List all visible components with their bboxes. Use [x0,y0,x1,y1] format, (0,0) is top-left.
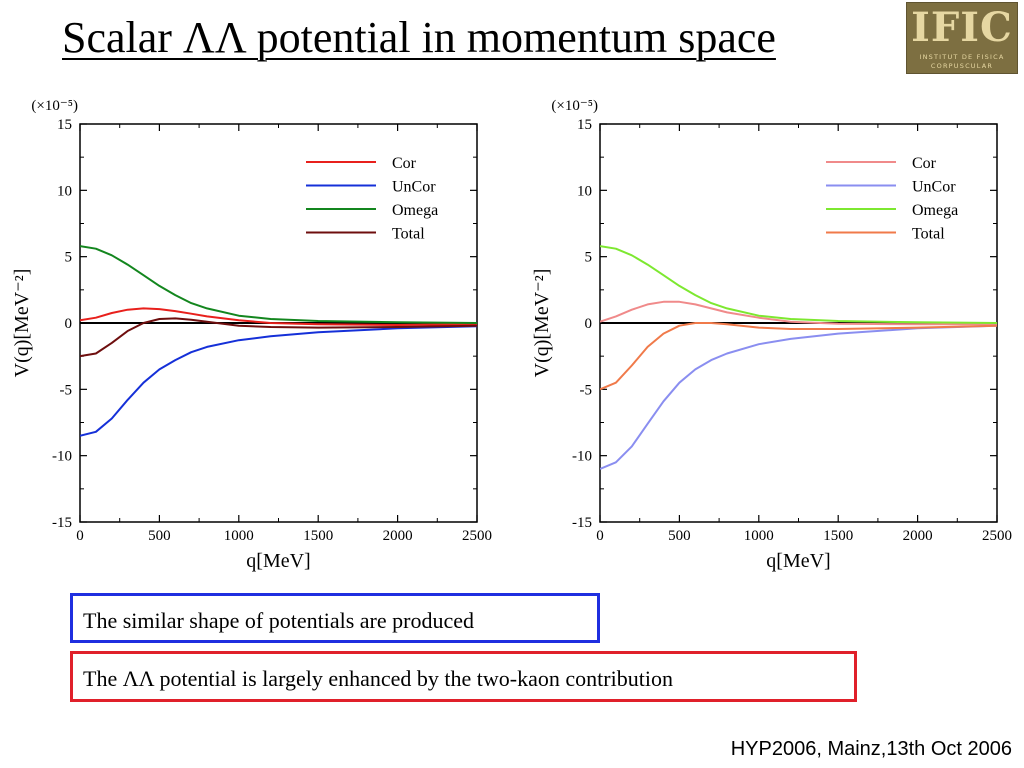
potential-chart-right: 0 500 1000 1500 2000 2500 15 10 5 0 -5 -10 -15 Cor UnC… [531,98,1012,572]
series-line-uncor [600,324,997,470]
x-tick-label: 0 [76,528,84,544]
series-line-omega [600,245,997,324]
x-tick-label: 2000 [383,528,413,544]
slide-title: Scalar ΛΛ potential in momentum space [62,13,776,62]
y-tick-label: -5 [60,382,73,398]
y-tick-label: 0 [585,316,593,332]
potential-chart-left: 0 500 1000 1500 2000 2500 15 10 5 0 -5 -10 -15 Cor UnC… [11,98,492,572]
logo-text: IFIC [911,4,1013,51]
y-tick-label: -5 [580,382,593,398]
y-tick-label: 5 [585,250,593,266]
series-line-omega [80,245,477,324]
y-tick-label: 10 [57,183,72,199]
y-axis-label: V(q)[MeV⁻²] [531,269,553,378]
legend-label-omega: Omega [392,202,438,219]
y-tick-label: 15 [57,117,72,133]
legend-label-total: Total [912,226,945,243]
y-tick-label: 0 [65,316,73,332]
legend-label-total: Total [392,226,425,243]
y-tick-label: 10 [577,183,592,199]
y-tick-label: -10 [52,449,72,465]
enhancement-note: The ΛΛ potential is largely enhanced by … [70,651,857,702]
conference-footer: HYP2006, Mainz,13th Oct 2006 [730,738,1012,760]
legend-label-cor: Cor [392,155,417,172]
similar-shape-note: The similar shape of potentials are prod… [70,593,600,643]
x-tick-label: 1000 [224,528,254,544]
legend-label-uncor: UnCor [912,179,956,196]
y-tick-label: -15 [52,515,72,531]
series-line-cor [80,307,477,326]
x-axis-label: q[MeV] [246,550,310,572]
series-line-uncor [80,325,477,437]
series-line-total [80,317,477,358]
y-scale-label: (×10⁻⁵) [31,98,78,114]
x-axis-label: q[MeV] [766,550,830,572]
x-tick-label: 500 [668,528,691,544]
ific-logo: IFIC INSTITUT DE FISICA CORPUSCULAR [906,2,1018,74]
y-tick-label: -15 [572,515,592,531]
x-tick-label: 2500 [982,528,1012,544]
y-axis-label: V(q)[MeV⁻²] [11,269,33,378]
x-tick-label: 1000 [744,528,774,544]
series-line-cor [600,300,997,326]
logo-subtitle-line2: CORPUSCULAR [930,62,994,70]
x-tick-label: 0 [596,528,604,544]
legend-label-uncor: UnCor [392,179,436,196]
y-scale-label: (×10⁻⁵) [551,98,598,114]
x-tick-label: 1500 [823,528,853,544]
y-tick-label: -10 [572,449,592,465]
logo-subtitle-line1: INSTITUT DE FISICA [919,53,1005,61]
series-line-total [600,322,997,391]
x-tick-label: 2000 [903,528,933,544]
x-tick-label: 1500 [303,528,333,544]
legend-label-omega: Omega [912,202,958,219]
x-tick-label: 2500 [462,528,492,544]
y-tick-label: 15 [577,117,592,133]
y-tick-label: 5 [65,250,73,266]
x-tick-label: 500 [148,528,171,544]
legend-label-cor: Cor [912,155,937,172]
